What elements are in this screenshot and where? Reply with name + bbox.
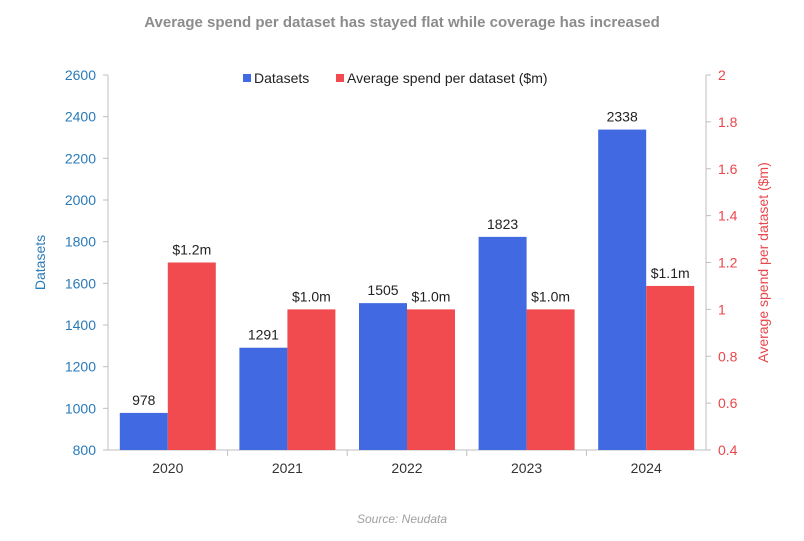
- spend-bar: [167, 262, 216, 450]
- left-tick-label: 1200: [65, 359, 96, 375]
- right-tick-label: 1.2: [718, 255, 738, 271]
- datasets-value-label: 978: [132, 392, 156, 408]
- right-tick-label: 1: [718, 301, 726, 317]
- datasets-value-label: 2338: [607, 109, 638, 125]
- legend-swatch-datasets: [243, 74, 251, 82]
- spend-bar: [407, 309, 455, 450]
- left-tick-label: 2000: [65, 192, 96, 208]
- legend: Datasets Average spend per dataset ($m): [243, 70, 548, 86]
- right-tick-label: 1.4: [718, 208, 738, 224]
- data-labels: 978 $1.2m 1291 $1.0m 1505 $1.0m 1823 $1.0m 2338 $…: [132, 109, 690, 408]
- right-tick-label: 0.4: [718, 442, 738, 458]
- right-tick-label: 2: [718, 67, 726, 83]
- datasets-bar: [119, 412, 168, 450]
- right-tick-label: 1.8: [718, 114, 738, 130]
- spend-value-label: $1.0m: [412, 288, 451, 304]
- right-tick-label: 1.6: [718, 161, 738, 177]
- right-axis-title: Average spend per dataset ($m): [755, 162, 771, 363]
- spend-value-label: $1.0m: [292, 288, 331, 304]
- datasets-bar: [478, 236, 527, 450]
- chart-title: Average spend per dataset has stayed fla…: [144, 14, 660, 31]
- legend-label-datasets: Datasets: [254, 70, 309, 86]
- left-tick-label: 1600: [65, 275, 96, 291]
- legend-swatch-spend: [336, 74, 344, 82]
- datasets-bar: [239, 347, 288, 450]
- left-tick-label: 2200: [65, 150, 96, 166]
- spend-value-label: $1.0m: [531, 288, 570, 304]
- spend-value-label: $1.2m: [172, 242, 211, 258]
- axes: 800 1000 1200 1400 1600 1800 2000 2200 2400 2600 0…: [32, 67, 771, 476]
- left-axis-title: Datasets: [32, 235, 48, 290]
- datasets-bar: [359, 303, 407, 450]
- left-tick-label: 2400: [65, 109, 96, 125]
- spend-bar: [287, 309, 336, 450]
- x-tick-label: 2022: [391, 460, 422, 476]
- left-tick-label: 2600: [65, 67, 96, 83]
- datasets-value-label: 1291: [248, 327, 279, 343]
- left-tick-label: 800: [73, 442, 97, 458]
- bars: [119, 129, 695, 451]
- spend-value-label: $1.1m: [651, 265, 690, 281]
- datasets-value-label: 1505: [367, 282, 398, 298]
- x-tick-label: 2023: [511, 460, 542, 476]
- left-tick-label: 1800: [65, 234, 96, 250]
- right-tick-label: 0.8: [718, 348, 738, 364]
- right-tick-label: 0.6: [718, 395, 738, 411]
- left-tick-label: 1000: [65, 400, 96, 416]
- left-tick-label: 1400: [65, 317, 96, 333]
- legend-label-spend: Average spend per dataset ($m): [347, 70, 548, 86]
- spend-bar: [646, 285, 695, 450]
- source-note: Source: Neudata: [356, 512, 448, 526]
- x-tick-label: 2020: [152, 460, 183, 476]
- spend-bar: [526, 309, 575, 450]
- datasets-bar: [598, 129, 647, 451]
- datasets-value-label: 1823: [487, 216, 518, 232]
- x-tick-label: 2024: [631, 460, 662, 476]
- x-tick-label: 2021: [272, 460, 303, 476]
